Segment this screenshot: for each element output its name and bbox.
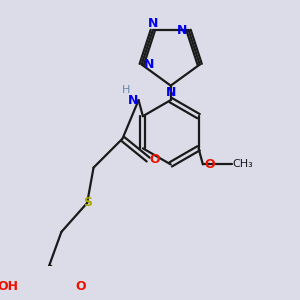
Text: S: S — [82, 196, 91, 209]
Text: CH₃: CH₃ — [232, 159, 253, 170]
Text: N: N — [128, 94, 138, 106]
Text: N: N — [176, 24, 187, 37]
Text: O: O — [204, 158, 215, 171]
Text: O: O — [149, 153, 160, 166]
Text: OH: OH — [0, 280, 19, 293]
Text: N: N — [166, 86, 176, 99]
Text: N: N — [143, 58, 154, 71]
Text: H: H — [122, 85, 130, 95]
Text: N: N — [148, 16, 158, 30]
Text: O: O — [75, 280, 86, 293]
